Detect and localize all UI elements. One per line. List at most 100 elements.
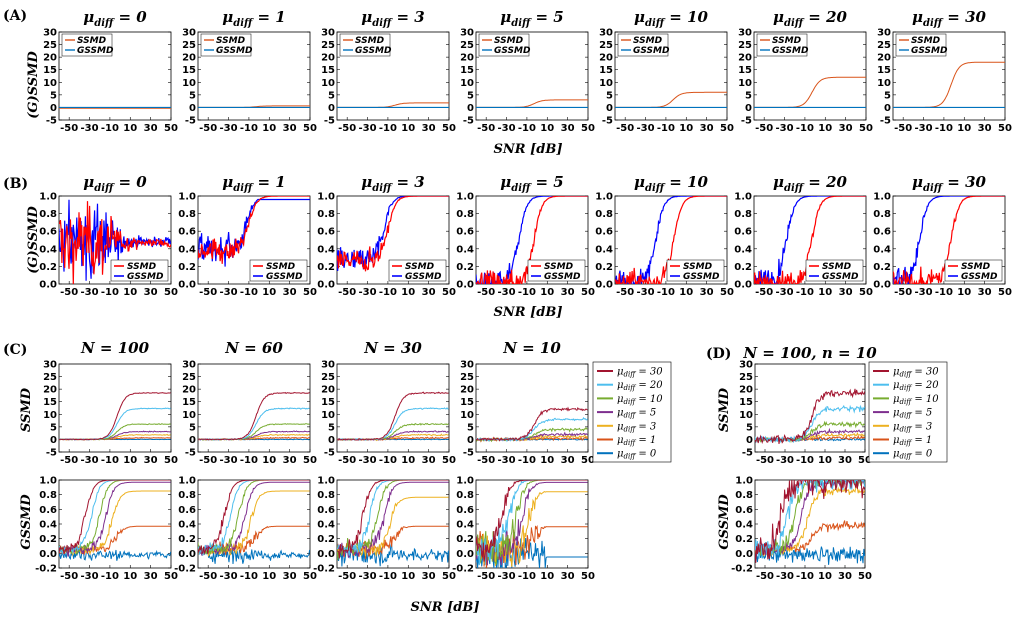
legend-label-mu1: μdiff = 1 — [617, 435, 656, 447]
y-tick-label: 0 — [189, 435, 196, 446]
x-tick-label: -30 — [915, 123, 933, 134]
y-tick-label: 0 — [606, 103, 613, 114]
y-tick-label: 0.6 — [39, 227, 57, 238]
y-tick-label: 0.2 — [456, 262, 474, 273]
y-tick-label: 0.6 — [873, 227, 891, 238]
chart-title: N = 10 — [502, 339, 561, 357]
x-tick-label: -30 — [81, 455, 99, 466]
x-tick-label: -10 — [101, 571, 119, 582]
y-tick-label: 1.0 — [39, 476, 57, 487]
y-tick-label: 1.0 — [456, 192, 474, 203]
x-tick-label: -50 — [199, 123, 217, 134]
x-tick-label: -50 — [894, 123, 912, 134]
x-tick-label: 30 — [283, 571, 297, 582]
y-tick-label: 0.0 — [456, 280, 474, 291]
y-tick-label: 15 — [738, 65, 752, 76]
legend-box — [805, 259, 864, 282]
y-tick-label: 0.2 — [456, 534, 474, 545]
y-tick-label: 5 — [746, 422, 753, 433]
chart-title: μdiff = 20 — [773, 173, 847, 194]
legend-box — [110, 259, 169, 282]
legend-label-mu3: μdiff = 3 — [893, 421, 932, 433]
legend-box — [388, 259, 447, 282]
x-tick-label: -50 — [756, 571, 774, 582]
y-tick-label: 5 — [189, 90, 196, 101]
x-tick-label: 50 — [442, 455, 456, 466]
y-tick-label: 0.2 — [178, 262, 196, 273]
y-tick-label: 0.0 — [178, 549, 196, 560]
series-line-mu30 — [476, 480, 588, 562]
y-tick-label: -0.2 — [313, 564, 335, 575]
y-tick-label: 25 — [182, 372, 196, 383]
x-tick-label: -50 — [477, 123, 495, 134]
y-tick-label: 0.2 — [39, 262, 57, 273]
x-tick-label: -30 — [220, 455, 238, 466]
x-tick-label: -30 — [498, 455, 516, 466]
legend-label-ssmd: SSMD — [216, 36, 246, 46]
y-tick-label: 0 — [745, 103, 752, 114]
x-tick-label: -30 — [81, 571, 99, 582]
chart-title: N = 100, n = 10 — [742, 344, 877, 362]
x-tick-label: -30 — [359, 123, 377, 134]
y-tick-label: 0.8 — [734, 209, 752, 220]
x-tick-label: 10 — [262, 123, 276, 134]
y-tick-label: 1.0 — [178, 476, 196, 487]
y-tick-label: 30 — [182, 360, 196, 371]
y-tick-label: 20 — [321, 385, 335, 396]
x-tick-label: 10 — [957, 287, 971, 298]
x-tick-label: 30 — [978, 287, 992, 298]
y-tick-label: 0 — [328, 435, 335, 446]
y-tick-label: 0.2 — [317, 534, 335, 545]
y-tick-label: -0.2 — [731, 564, 753, 575]
legend-label-mu20: μdiff = 20 — [617, 380, 663, 392]
series-line-mu0 — [198, 545, 310, 565]
y-tick-label: 0.0 — [39, 280, 57, 291]
x-tick-label: 30 — [561, 287, 575, 298]
x-tick-label: -50 — [616, 287, 634, 298]
series-line-mu5 — [337, 481, 449, 559]
x-tick-label: 30 — [561, 571, 575, 582]
x-tick-label: 10 — [957, 123, 971, 134]
x-tick-label: 10 — [123, 455, 137, 466]
panel-label-d: (D) — [706, 346, 731, 362]
x-tick-label: 50 — [442, 123, 456, 134]
x-tick-label: 10 — [818, 571, 832, 582]
y-tick-label: 0.4 — [456, 244, 474, 255]
y-tick-label: 10 — [43, 410, 57, 421]
x-tick-label: -10 — [101, 455, 119, 466]
y-tick-label: -5 — [742, 448, 753, 459]
y-tick-label: -5 — [46, 116, 57, 127]
y-tick-label: 25 — [877, 40, 891, 51]
x-tick-label: 50 — [581, 455, 595, 466]
chart-c-gssmd-n30: -0.2 0.0 0.2 0.4 0.6 0.8 1.0 -50 -30 -10 10 30 50 — [313, 476, 456, 583]
y-tick-label: 20 — [182, 385, 196, 396]
y-tick-label: 30 — [460, 28, 474, 39]
x-tick-label: 50 — [303, 287, 317, 298]
y-tick-label: 25 — [460, 372, 474, 383]
y-tick-label: 15 — [321, 397, 335, 408]
legend-label-mu5: μdiff = 5 — [617, 408, 656, 420]
series-ssmd-line — [198, 196, 310, 264]
x-tick-label: 50 — [581, 287, 595, 298]
x-tick-label: 50 — [303, 571, 317, 582]
y-tick-label: 0.0 — [735, 549, 753, 560]
y-tick-label: 0 — [328, 103, 335, 114]
chart-title: μdiff = 30 — [912, 173, 986, 194]
series-gssmd-line — [893, 196, 1005, 284]
y-tick-label: 5 — [328, 422, 335, 433]
y-tick-label: 15 — [877, 65, 891, 76]
y-tick-label: 25 — [321, 40, 335, 51]
y-tick-label: 5 — [50, 90, 57, 101]
y-tick-label: 0.4 — [39, 520, 57, 531]
legend-label-ssmd: SSMD — [961, 262, 991, 272]
y-tick-label: 0.0 — [456, 549, 474, 560]
y-tick-label: 30 — [182, 28, 196, 39]
x-tick-label: 10 — [401, 123, 415, 134]
y-tick-label: 15 — [182, 65, 196, 76]
